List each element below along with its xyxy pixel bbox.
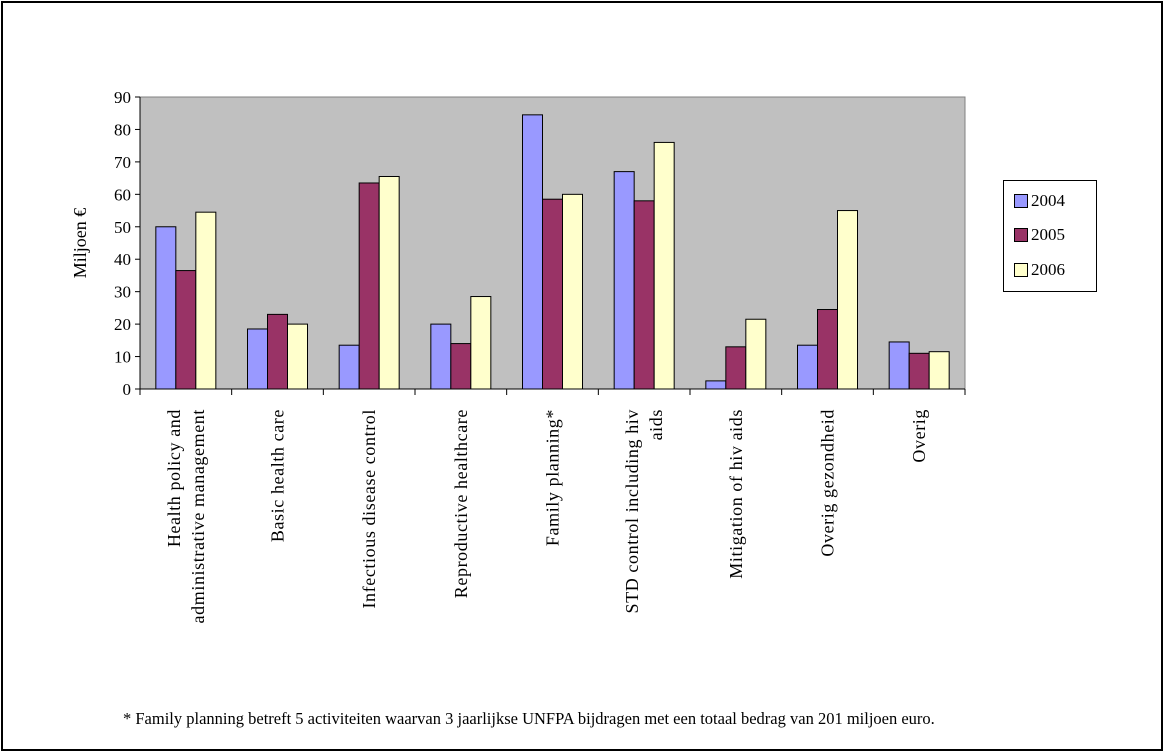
bar-2004-9	[888, 341, 910, 390]
x-tick-label: Overig gezondheid	[818, 409, 838, 557]
y-tick-label: 0	[123, 380, 132, 399]
bar-2006-8	[837, 210, 858, 390]
bar-2005-3	[358, 182, 380, 390]
x-tick-label: administrative management	[188, 409, 208, 623]
bar-2006-7	[745, 318, 767, 390]
bar-2004-2	[247, 328, 268, 390]
bar-2005-7	[725, 346, 747, 390]
bar-2004-7	[705, 380, 727, 390]
y-tick-label: 80	[114, 120, 131, 139]
x-tick-label: Overig	[909, 409, 929, 463]
bar-2006-6	[653, 141, 675, 390]
y-tick-label: 70	[114, 153, 131, 172]
legend-swatch-2004	[1014, 194, 1028, 208]
bar-2004-4	[430, 323, 452, 390]
bar-2005-6	[633, 200, 655, 390]
bar-2004-1	[155, 226, 177, 390]
bar-2004-6	[613, 171, 635, 390]
x-tick-label: Health policy and	[164, 409, 184, 547]
x-tick-label: Infectious disease control	[359, 409, 379, 609]
bar-2006-9	[928, 351, 950, 390]
bar-2005-4	[450, 343, 472, 390]
y-tick-label: 50	[114, 218, 131, 237]
bar-2004-5	[522, 114, 543, 390]
y-tick-label: 90	[114, 88, 131, 107]
bar-2005-5	[542, 198, 563, 390]
y-axis-label: Miljoen €	[70, 208, 90, 279]
legend-label-2004: 2004	[1031, 191, 1065, 210]
legend-item-2005: 2005	[1014, 225, 1065, 245]
legend-swatch-2006	[1014, 263, 1028, 277]
bar-2005-9	[908, 352, 930, 390]
bar-2004-3	[338, 344, 360, 390]
x-tick-label: Reproductive healthcare	[451, 409, 471, 598]
bar-2005-2	[267, 313, 288, 390]
bar-2006-2	[287, 323, 308, 390]
x-tick-label: Basic health care	[268, 409, 288, 542]
y-tick-label: 30	[114, 283, 131, 302]
bar-2005-8	[817, 309, 838, 390]
legend-label-2006: 2006	[1031, 260, 1065, 279]
bar-2006-5	[562, 193, 583, 390]
legend-label-2005: 2005	[1031, 225, 1065, 244]
x-tick-label: STD control including hiv	[622, 409, 642, 613]
legend: 2004 2005 2006	[1003, 180, 1097, 292]
footnote: * Family planning betreft 5 activiteiten…	[123, 709, 935, 728]
bar-2006-1	[195, 211, 217, 390]
x-tick-label: Mitigation of hiv aids	[726, 409, 746, 579]
y-tick-label: 10	[114, 348, 131, 367]
y-tick-label: 60	[114, 185, 131, 204]
y-tick-label: 40	[114, 250, 131, 269]
x-tick-label: Family planning*	[543, 409, 563, 546]
bar-2006-4	[470, 296, 492, 390]
legend-item-2006: 2006	[1014, 260, 1065, 280]
bar-2005-1	[175, 270, 197, 390]
legend-item-2004: 2004	[1014, 191, 1065, 211]
bar-2006-3	[378, 175, 400, 390]
bar-2004-8	[797, 344, 818, 390]
y-tick-label: 20	[114, 315, 131, 334]
legend-swatch-2005	[1014, 228, 1028, 242]
x-tick-label: aids	[646, 409, 666, 440]
